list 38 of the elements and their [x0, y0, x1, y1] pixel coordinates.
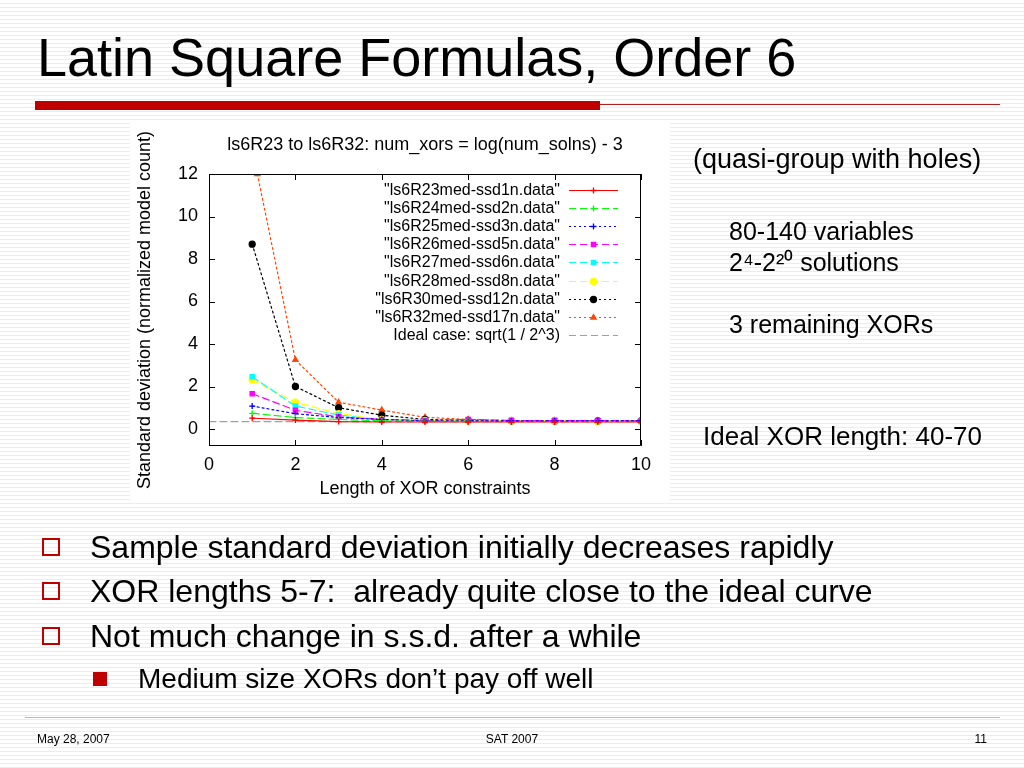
y-axis-title: Standard deviation (normalized model count) [133, 130, 154, 490]
legend-label: "ls6R25med-ssd3n.data" [384, 216, 560, 234]
text: SAT 2007 [485, 732, 539, 747]
x-tick-label: 10 [630, 453, 652, 474]
legend-label: "ls6R27med-ssd6n.data" [384, 252, 560, 270]
y-tick-label: 10 [177, 205, 198, 226]
x-axis-title: Length of XOR constraints [319, 478, 531, 499]
y-tick-label: 2 [187, 375, 198, 396]
y-tick-label: 0 [187, 417, 198, 438]
text: 11 [974, 732, 987, 747]
text: May 28, 2007 [37, 732, 110, 747]
legend-label: "ls6R28med-ssd8n.data" [384, 271, 560, 289]
y-tick-label: 12 [177, 162, 198, 183]
legend-label: "ls6R30med-ssd12n.data" [375, 289, 560, 307]
y-tick-label: 6 [187, 290, 198, 311]
text: 80-140 variables [729, 216, 914, 246]
y-tick-label: 4 [187, 332, 198, 353]
legend-label: "ls6R23med-ssd1n.data" [384, 180, 560, 198]
y-tick-label: 8 [187, 247, 198, 268]
legend-label: Ideal case: sqrt(1 / 2^3) [393, 325, 560, 343]
text: Ideal XOR length: 40-70 [703, 421, 982, 452]
chart-title: Latin Square Formulas, Order 6 [37, 26, 797, 89]
x-tick-label: 2 [290, 453, 301, 474]
text: 2⁴-2²⁰ solutions [729, 247, 899, 277]
x-tick-label: 4 [376, 453, 387, 474]
x-tick-label: 0 [203, 453, 215, 474]
legend-label: "ls6R26med-ssd5n.data" [384, 234, 560, 252]
x-tick-label: 6 [463, 453, 474, 474]
legend-label: "ls6R24med-ssd2n.data" [384, 198, 560, 216]
text: 3 remaining XORs [729, 309, 934, 339]
text: XOR lengths 5-7: already quite close to the ideal curve [90, 572, 873, 610]
text: Sample standard deviation initially decreases rapidly [90, 528, 834, 566]
text: Medium size XORs don’t pay off well [138, 662, 594, 696]
legend-label: "ls6R32med-ssd17n.data" [375, 307, 560, 325]
text: Not much change in s.s.d. after a while [90, 617, 642, 655]
chart-subtitle: ls6R23 to ls6R32: num_xors = log(num_solns) - 3 [227, 133, 623, 155]
x-tick-label: 8 [549, 453, 560, 474]
text: (quasi-group with holes) [693, 144, 982, 176]
